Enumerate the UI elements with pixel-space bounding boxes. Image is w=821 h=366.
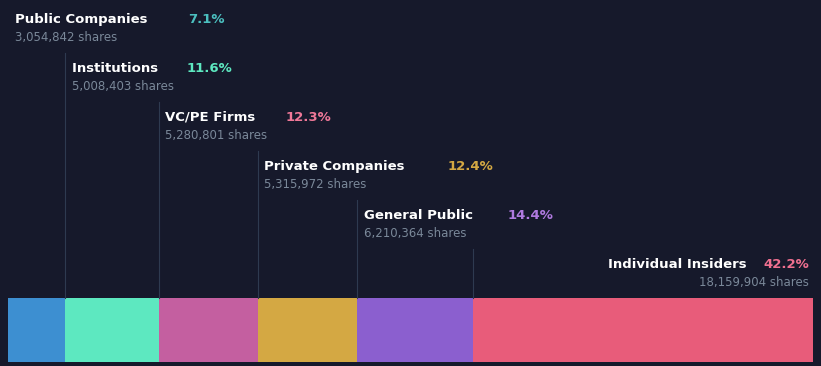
Text: VC/PE Firms: VC/PE Firms: [165, 111, 260, 124]
Text: 18,159,904 shares: 18,159,904 shares: [699, 276, 809, 290]
Text: Private Companies: Private Companies: [264, 160, 409, 173]
Text: Public Companies: Public Companies: [15, 12, 152, 26]
Bar: [158, 298, 258, 362]
Text: 3,054,842 shares: 3,054,842 shares: [15, 31, 117, 44]
Text: 5,315,972 shares: 5,315,972 shares: [264, 178, 366, 191]
Text: Individual Insiders: Individual Insiders: [608, 258, 751, 271]
Text: 11.6%: 11.6%: [186, 61, 232, 75]
Text: 5,008,403 shares: 5,008,403 shares: [71, 80, 174, 93]
Bar: [357, 298, 473, 362]
Text: 42.2%: 42.2%: [763, 258, 809, 271]
Bar: [258, 298, 357, 362]
Text: 12.3%: 12.3%: [285, 111, 331, 124]
Text: 12.4%: 12.4%: [447, 160, 493, 173]
Text: 5,280,801 shares: 5,280,801 shares: [165, 129, 267, 142]
Text: General Public: General Public: [364, 209, 478, 222]
Bar: [8, 298, 66, 362]
Text: 14.4%: 14.4%: [507, 209, 553, 222]
Text: Institutions: Institutions: [71, 61, 163, 75]
Bar: [66, 298, 158, 362]
Text: 6,210,364 shares: 6,210,364 shares: [364, 227, 466, 240]
Bar: [473, 298, 813, 362]
Text: 7.1%: 7.1%: [188, 12, 224, 26]
